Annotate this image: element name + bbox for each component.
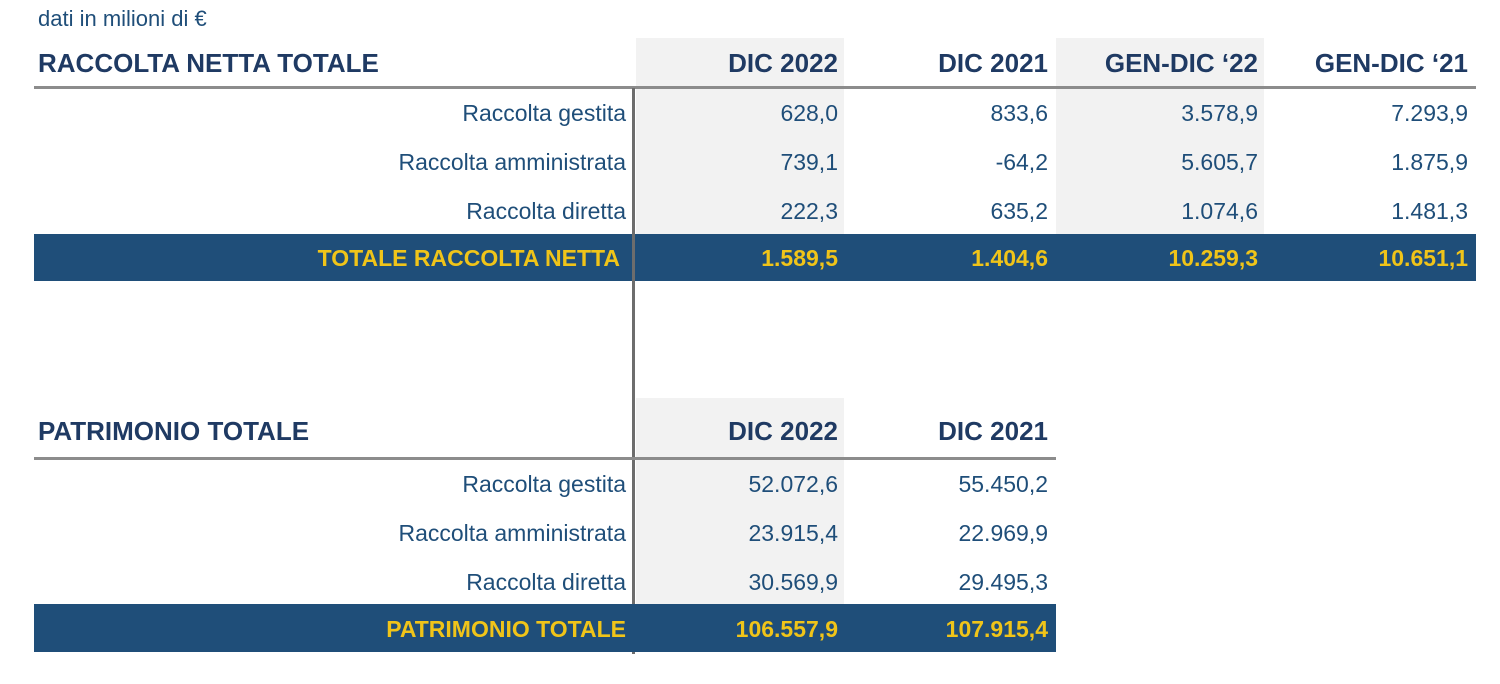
raccolta-cell: 833,6	[990, 100, 1048, 126]
raccolta-total-value: 10.259,3	[1168, 245, 1258, 271]
raccolta-cell: 5.605,7	[1181, 149, 1258, 175]
raccolta-col-header: DIC 2021	[938, 48, 1048, 78]
raccolta-total-bar	[34, 234, 1476, 281]
patrimonio-col-header: DIC 2022	[728, 416, 838, 446]
shade-col-dic2022	[636, 398, 844, 604]
units-note: dati in milioni di €	[38, 6, 207, 31]
raccolta-row-label: Raccolta gestita	[462, 100, 626, 126]
patrimonio-cell: 52.072,6	[748, 471, 838, 497]
patrimonio-total-bar	[34, 604, 1056, 652]
raccolta-cell: 1.481,3	[1391, 198, 1468, 224]
patrimonio-row-label: Raccolta diretta	[466, 569, 626, 595]
raccolta-cell: 628,0	[780, 100, 838, 126]
raccolta-cell: -64,2	[995, 149, 1048, 175]
raccolta-total-value: 1.404,6	[971, 245, 1048, 271]
raccolta-cell: 7.293,9	[1391, 100, 1468, 126]
patrimonio-row-label: Raccolta amministrata	[398, 520, 626, 546]
patrimonio-col-header: DIC 2021	[938, 416, 1048, 446]
patrimonio-cell: 30.569,9	[748, 569, 838, 595]
raccolta-col-header: GEN-DIC ‘22	[1104, 48, 1258, 78]
raccolta-cell: 3.578,9	[1181, 100, 1258, 126]
raccolta-total-value: 10.651,1	[1378, 245, 1468, 271]
raccolta-col-header: DIC 2022	[728, 48, 838, 78]
patrimonio-cell: 22.969,9	[958, 520, 1048, 546]
patrimonio-row-label: Raccolta gestita	[462, 471, 626, 497]
raccolta-row-label: Raccolta amministrata	[398, 149, 626, 175]
shade-col-dic2022	[636, 38, 844, 234]
patrimonio-title: PATRIMONIO TOTALE	[38, 416, 310, 446]
patrimonio-total-value: 107.915,4	[945, 616, 1048, 642]
raccolta-total-label: TOTALE RACCOLTA NETTA	[317, 245, 620, 271]
raccolta-cell: 635,2	[990, 198, 1048, 224]
raccolta-row-label: Raccolta diretta	[466, 198, 626, 224]
raccolta-col-header: GEN-DIC ‘21	[1314, 48, 1468, 78]
patrimonio-cell: 55.450,2	[958, 471, 1048, 497]
patrimonio-cell: 23.915,4	[748, 520, 838, 546]
raccolta-cell: 222,3	[780, 198, 838, 224]
raccolta-cell: 1.875,9	[1391, 149, 1468, 175]
patrimonio-header-rule	[34, 457, 1056, 460]
raccolta-cell: 1.074,6	[1181, 198, 1258, 224]
raccolta-header-rule	[34, 86, 1476, 89]
shade-col-gendic22	[1056, 38, 1264, 234]
patrimonio-total-label: PATRIMONIO TOTALE	[386, 616, 626, 642]
patrimonio-cell: 29.495,3	[958, 569, 1048, 595]
label-column-separator	[632, 88, 635, 654]
raccolta-title: RACCOLTA NETTA TOTALE	[38, 48, 379, 78]
patrimonio-total-value: 106.557,9	[735, 616, 838, 642]
raccolta-total-value: 1.589,5	[761, 245, 838, 271]
raccolta-cell: 739,1	[780, 149, 838, 175]
